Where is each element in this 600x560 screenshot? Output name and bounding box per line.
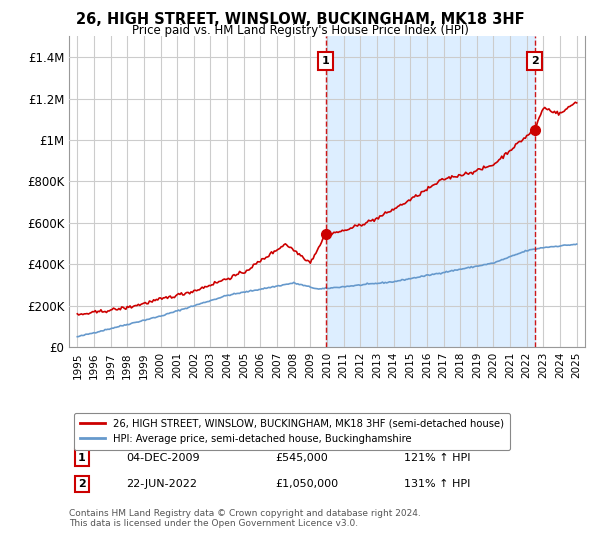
Text: £1,050,000: £1,050,000 (275, 479, 338, 489)
Text: Price paid vs. HM Land Registry's House Price Index (HPI): Price paid vs. HM Land Registry's House … (131, 24, 469, 37)
Text: 04-DEC-2009: 04-DEC-2009 (126, 452, 199, 463)
Text: £545,000: £545,000 (275, 452, 328, 463)
Text: 131% ↑ HPI: 131% ↑ HPI (404, 479, 471, 489)
Text: 2: 2 (530, 56, 538, 66)
Text: 121% ↑ HPI: 121% ↑ HPI (404, 452, 471, 463)
Bar (326, 36, 535, 347)
Text: 26, HIGH STREET, WINSLOW, BUCKINGHAM, MK18 3HF: 26, HIGH STREET, WINSLOW, BUCKINGHAM, MK… (76, 12, 524, 27)
Text: 22-JUN-2022: 22-JUN-2022 (126, 479, 197, 489)
Text: 2: 2 (78, 479, 86, 489)
Legend: 26, HIGH STREET, WINSLOW, BUCKINGHAM, MK18 3HF (semi-detached house), HPI: Avera: 26, HIGH STREET, WINSLOW, BUCKINGHAM, MK… (74, 413, 510, 450)
Text: 1: 1 (78, 452, 86, 463)
Text: Contains HM Land Registry data © Crown copyright and database right 2024.
This d: Contains HM Land Registry data © Crown c… (69, 509, 421, 528)
Text: 1: 1 (322, 56, 329, 66)
